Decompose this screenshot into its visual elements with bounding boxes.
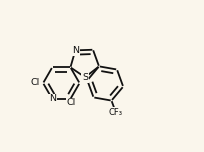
Text: N: N <box>71 46 78 55</box>
Text: Cl: Cl <box>66 98 75 107</box>
Text: S: S <box>82 73 88 82</box>
Text: N: N <box>49 94 55 103</box>
Text: CF₃: CF₃ <box>108 108 122 117</box>
Text: Cl: Cl <box>31 78 40 87</box>
